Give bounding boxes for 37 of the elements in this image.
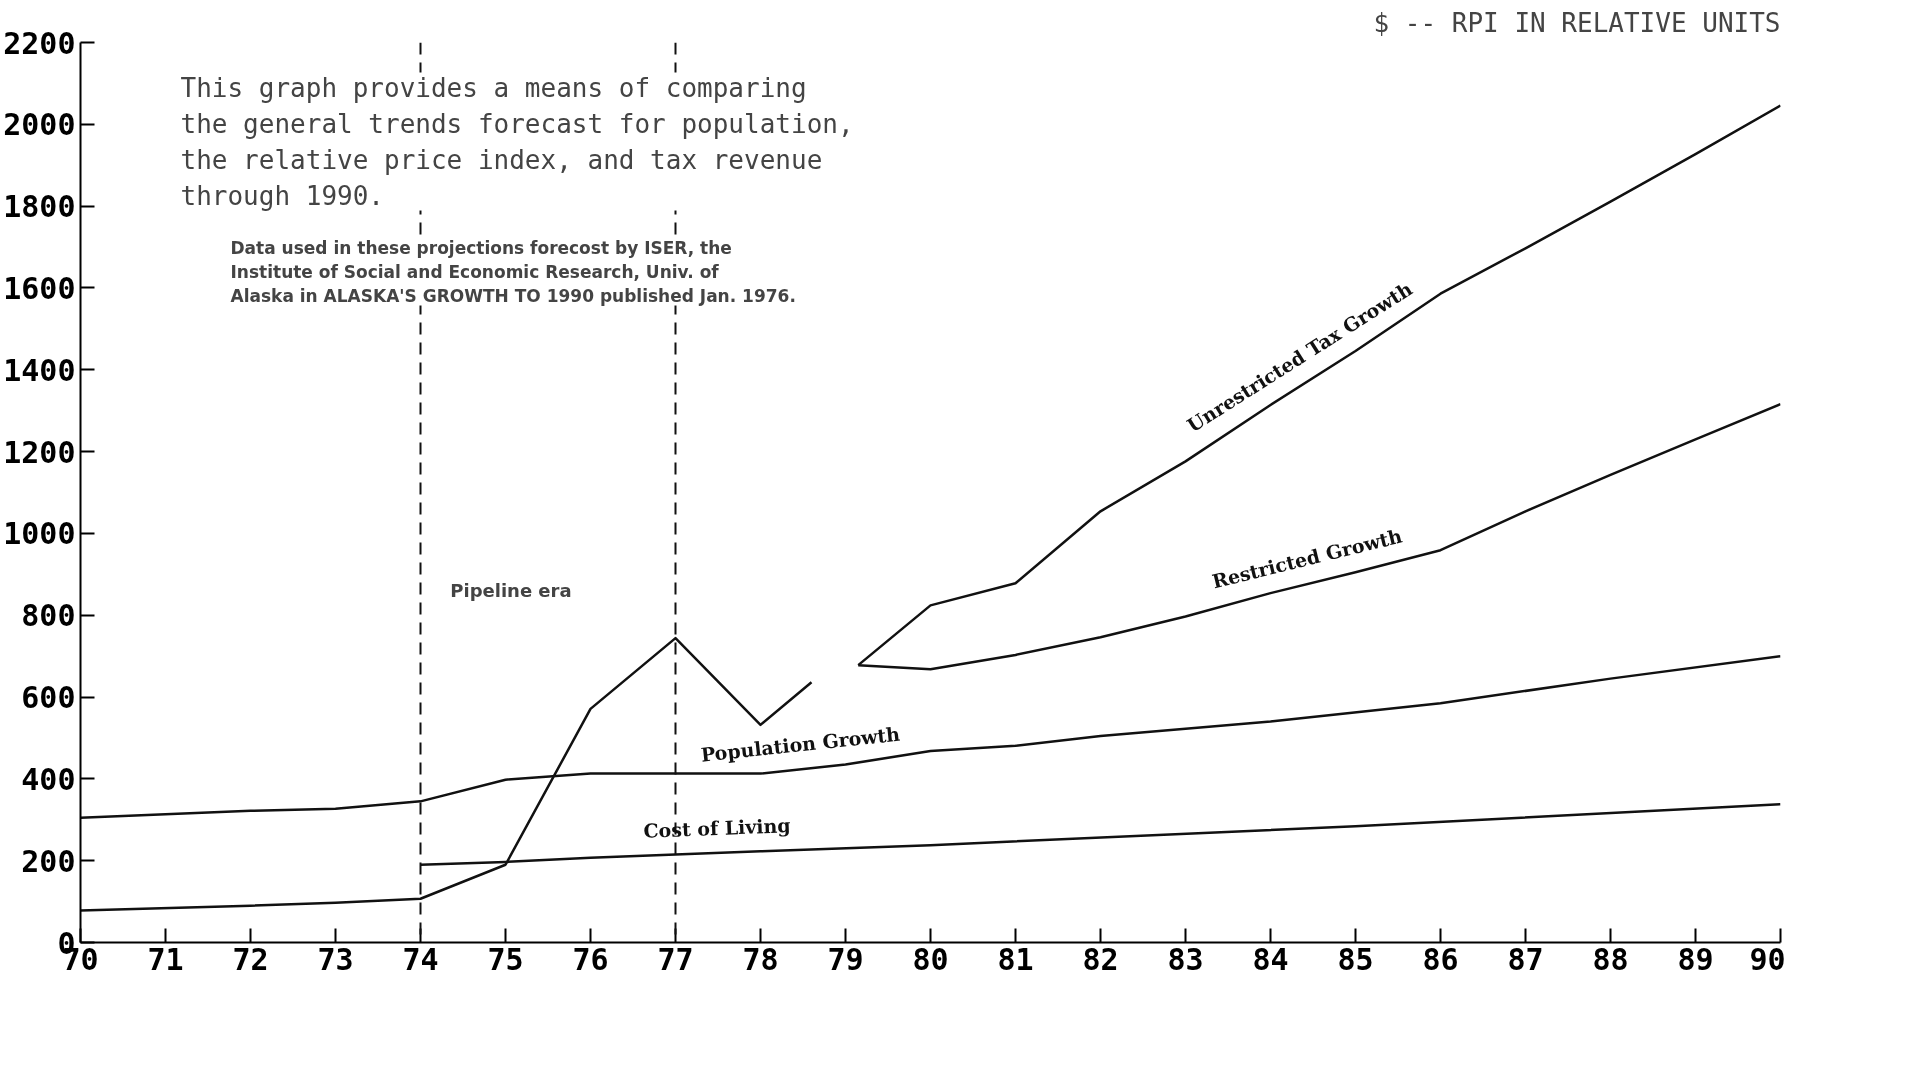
x-tick-label: 83 (1167, 941, 1204, 977)
y-tick-label: 1800 (3, 189, 76, 225)
y-tick-label: 200 (21, 843, 76, 879)
x-tick-label: 90 (1749, 941, 1786, 977)
series-label: Cost of Living (643, 814, 792, 842)
x-tick-label: 86 (1422, 941, 1459, 977)
y-tick-label: 600 (21, 680, 76, 716)
x-tick-label: 76 (572, 941, 609, 977)
x-tick-label: 85 (1337, 941, 1374, 977)
y-tick-label: 2000 (3, 107, 76, 143)
y-tick-label: 1600 (3, 270, 76, 306)
y-tick-label: 1200 (3, 434, 76, 470)
text: Population Growth (699, 722, 902, 766)
x-tick-label: 87 (1507, 941, 1544, 977)
x-tick-label: 73 (317, 941, 354, 977)
y-tick-label: 1000 (3, 516, 76, 552)
y-tick-label: 400 (21, 761, 76, 797)
x-tick-label: 81 (997, 941, 1034, 977)
x-tick-label: 79 (827, 941, 864, 977)
x-tick-label: 75 (487, 941, 524, 977)
x-tick-label: 88 (1592, 941, 1629, 977)
y-tick-label: 2200 (3, 25, 76, 61)
x-tick-label: 77 (657, 941, 694, 977)
annotation: Data used in these projections forecost by ISER, the Institute of Social and Economic Research, Univ. of Alaska in ALASKA'S GROWTH TO 1990 published Jan. 1976. (230, 237, 796, 306)
x-tick-label: 72 (232, 941, 269, 977)
y-tick-label: 800 (21, 598, 76, 634)
x-tick-label: 89 (1677, 941, 1714, 977)
x-tick-label: 71 (147, 941, 184, 977)
x-tick-label: 84 (1252, 941, 1289, 977)
chart-title: $ -- RPI IN RELATIVE UNITS (1373, 7, 1781, 38)
x-tick-label: 74 (402, 941, 439, 977)
x-tick-label: 78 (742, 941, 779, 977)
annotation: This graph provides a means of comparing the general trends forecast for population, the relative price index, and tax revenue through 1990. (180, 72, 854, 211)
y-tick-label: 1400 (3, 352, 76, 388)
annotation: Pipeline era (450, 579, 572, 601)
x-tick-label: 82 (1082, 941, 1119, 977)
x-tick-label: 80 (912, 941, 949, 977)
